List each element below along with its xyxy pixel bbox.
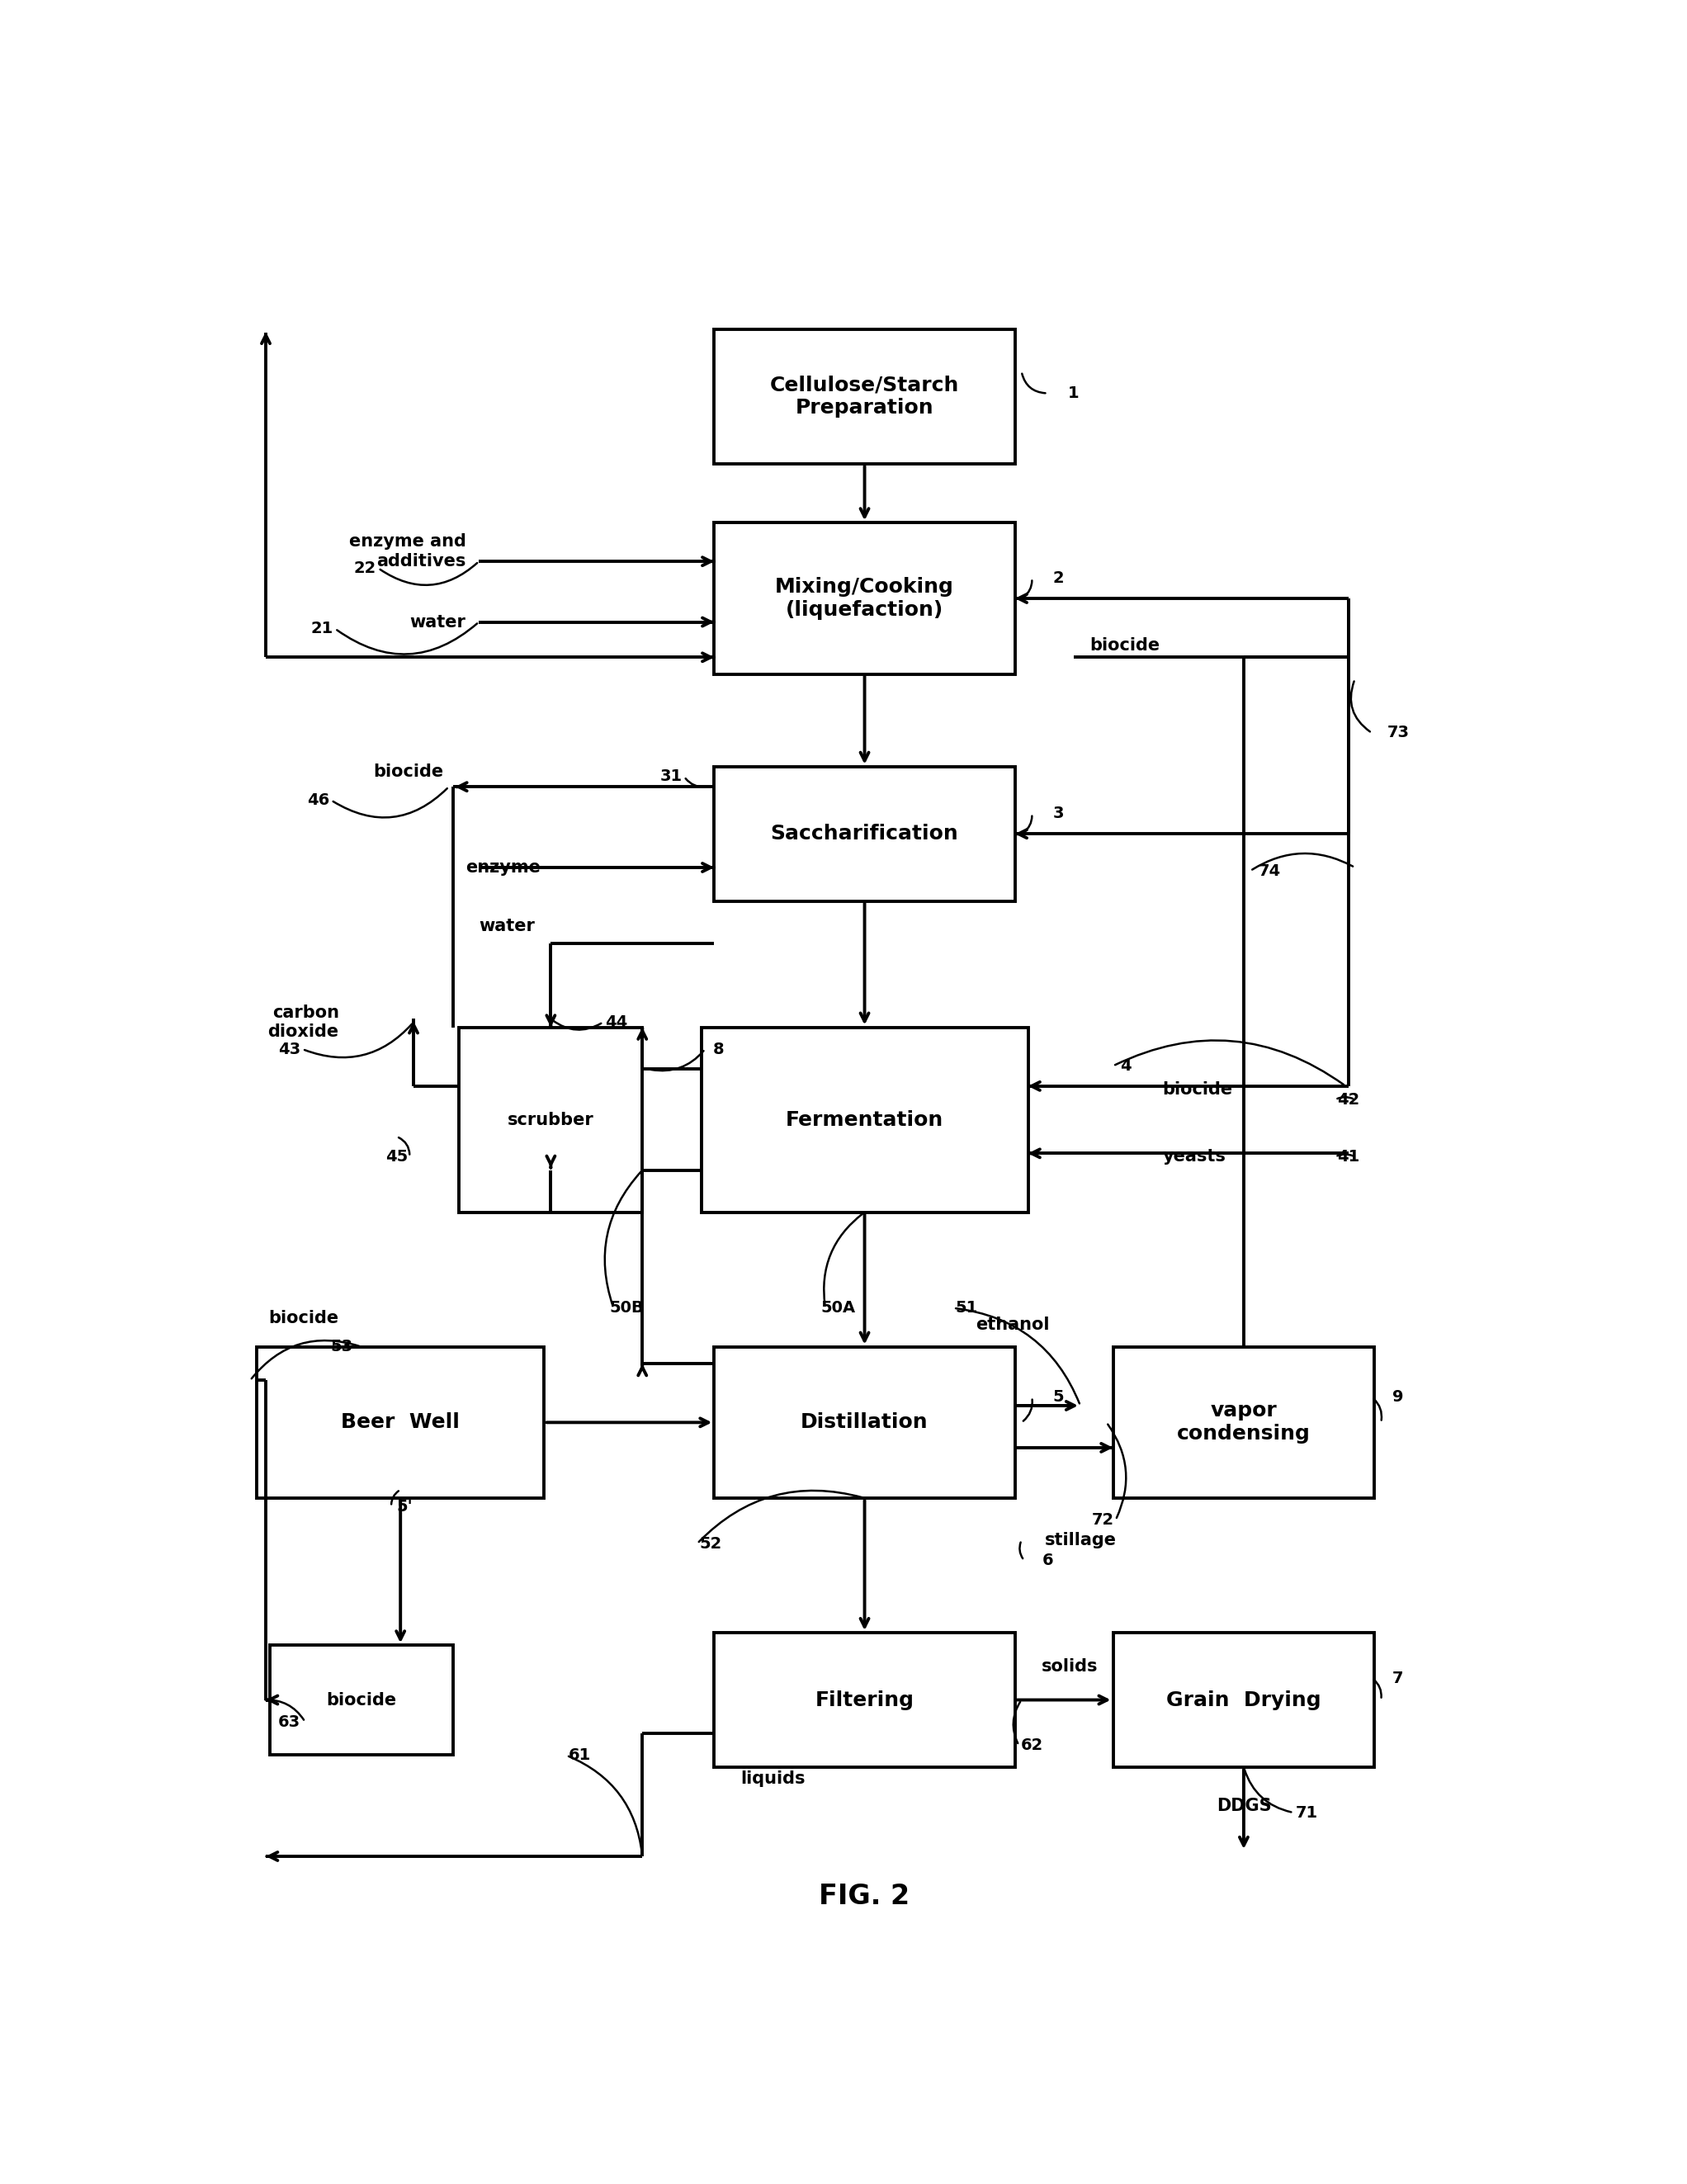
Text: biocide: biocide	[1162, 1081, 1233, 1099]
Bar	[270, 1645, 452, 1754]
Text: 42: 42	[1338, 1092, 1360, 1107]
Bar	[714, 1634, 1016, 1767]
Text: 74: 74	[1259, 863, 1280, 878]
Text: 4: 4	[1120, 1057, 1132, 1075]
Bar	[714, 1348, 1016, 1498]
Text: 21: 21	[310, 620, 334, 636]
Text: Fermentation: Fermentation	[786, 1109, 943, 1129]
Text: biocide: biocide	[1090, 638, 1159, 653]
Text: 45: 45	[385, 1149, 408, 1164]
Text: scrubber: scrubber	[508, 1112, 594, 1127]
Bar	[1113, 1634, 1375, 1767]
Text: 44: 44	[606, 1013, 628, 1031]
Text: 73: 73	[1387, 725, 1409, 740]
Bar	[702, 1026, 1027, 1212]
Text: enzyme and
additives: enzyme and additives	[349, 533, 466, 570]
Text: water: water	[479, 917, 535, 935]
Text: 72: 72	[1091, 1511, 1113, 1529]
Text: Beer  Well: Beer Well	[341, 1413, 461, 1433]
Text: 9: 9	[1392, 1389, 1404, 1404]
Text: 50B: 50B	[609, 1299, 644, 1317]
Text: water: water	[410, 614, 466, 631]
Bar	[714, 767, 1016, 902]
Text: 31: 31	[660, 769, 682, 784]
Text: 63: 63	[278, 1714, 300, 1730]
Text: Saccharification: Saccharification	[771, 823, 958, 843]
Bar	[459, 1026, 643, 1212]
Text: 5': 5'	[396, 1498, 413, 1514]
Text: Cellulose/Starch
Preparation: Cellulose/Starch Preparation	[769, 376, 960, 417]
Text: carbon
dioxide: carbon dioxide	[268, 1005, 339, 1040]
Text: FIG. 2: FIG. 2	[820, 1883, 909, 1911]
Text: 62: 62	[1021, 1738, 1043, 1754]
Bar	[714, 330, 1016, 463]
Text: 1: 1	[1068, 384, 1080, 402]
Text: solids: solids	[1041, 1658, 1098, 1675]
Text: DDGS: DDGS	[1216, 1797, 1272, 1815]
Text: 2: 2	[1053, 570, 1064, 585]
Text: 52: 52	[698, 1535, 722, 1551]
Text: 51: 51	[955, 1299, 978, 1317]
Text: biocide: biocide	[326, 1693, 396, 1708]
Text: 22: 22	[354, 561, 376, 577]
Text: Mixing/Cooking
(liquefaction): Mixing/Cooking (liquefaction)	[774, 577, 955, 620]
Text: 46: 46	[307, 793, 329, 808]
Text: vapor
condensing: vapor condensing	[1178, 1402, 1311, 1444]
Bar	[714, 522, 1016, 675]
Text: stillage: stillage	[1044, 1531, 1117, 1548]
Text: biocide: biocide	[268, 1310, 339, 1326]
Text: 71: 71	[1296, 1804, 1318, 1821]
Text: Grain  Drying: Grain Drying	[1166, 1690, 1321, 1710]
Text: Filtering: Filtering	[815, 1690, 914, 1710]
Text: 3: 3	[1053, 806, 1064, 821]
Text: biocide: biocide	[373, 764, 444, 780]
Text: 41: 41	[1338, 1149, 1360, 1164]
Text: liquids: liquids	[741, 1771, 805, 1787]
Text: 7: 7	[1392, 1671, 1404, 1686]
Text: ethanol: ethanol	[975, 1317, 1049, 1332]
Text: Distillation: Distillation	[801, 1413, 928, 1433]
Bar	[1113, 1348, 1375, 1498]
Text: 53: 53	[331, 1339, 353, 1354]
Text: 61: 61	[569, 1747, 590, 1762]
Text: yeasts: yeasts	[1162, 1149, 1226, 1164]
Text: enzyme: enzyme	[466, 858, 540, 876]
Text: 50A: 50A	[822, 1299, 855, 1317]
Text: 6: 6	[1043, 1553, 1053, 1568]
Bar	[256, 1348, 545, 1498]
Text: 8: 8	[712, 1042, 724, 1057]
Text: 5: 5	[1053, 1389, 1064, 1404]
Text: 43: 43	[278, 1042, 300, 1057]
